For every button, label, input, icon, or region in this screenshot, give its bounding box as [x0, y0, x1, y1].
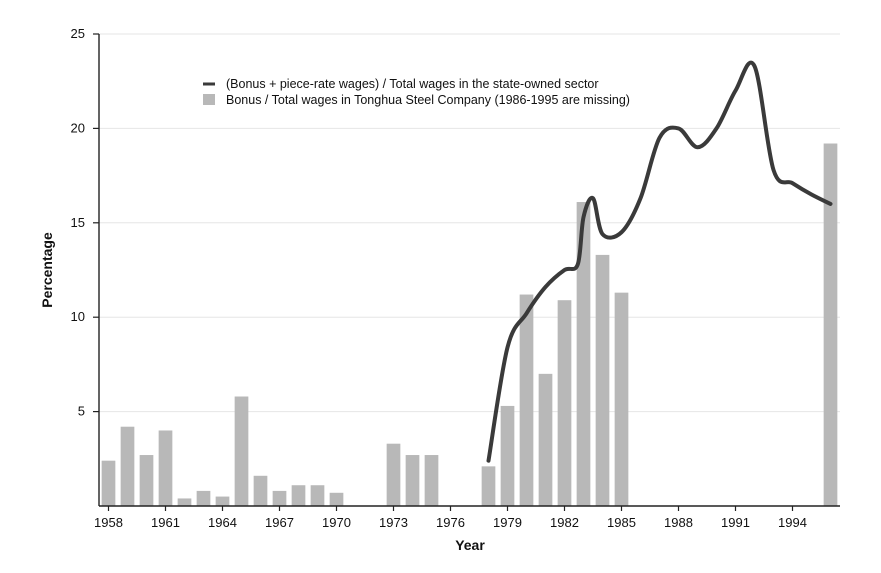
bar	[823, 143, 838, 506]
x-tick-label: 1970	[322, 515, 351, 530]
bar-series	[101, 143, 838, 507]
legend-bar-label: Bonus / Total wages in Tonghua Steel Com…	[226, 93, 630, 107]
x-tick-label: 1967	[265, 515, 294, 530]
bar	[177, 498, 192, 506]
legend: (Bonus + piece-rate wages) / Total wages…	[203, 77, 630, 107]
bar	[538, 373, 553, 506]
bar	[310, 485, 325, 506]
y-tick-label: 15	[71, 215, 85, 230]
bar	[614, 292, 629, 506]
bar	[576, 202, 591, 507]
y-tick-label: 5	[78, 404, 85, 419]
bar	[139, 455, 154, 506]
x-tick-label: 1958	[94, 515, 123, 530]
bar	[481, 466, 496, 506]
x-tick-label: 1964	[208, 515, 237, 530]
y-tick-label: 25	[71, 26, 85, 41]
bar	[196, 490, 211, 506]
x-tick-label: 1991	[721, 515, 750, 530]
bar	[120, 426, 135, 506]
y-tick-label: 10	[71, 309, 85, 324]
bar	[158, 430, 173, 506]
x-axis-title: Year	[455, 537, 485, 553]
bar	[253, 475, 268, 506]
bar	[519, 294, 534, 506]
line-series	[486, 60, 833, 463]
series-line	[486, 60, 833, 463]
y-tick-label: 20	[71, 120, 85, 135]
tick-labels: 5 10 15 20 25 1958 1961 1964 1967 1970 1973 1976 197…	[71, 26, 807, 530]
bar	[101, 460, 116, 506]
x-tick-label: 1994	[778, 515, 807, 530]
x-tick-label: 1961	[151, 515, 180, 530]
bar	[272, 490, 287, 506]
bar	[386, 443, 401, 506]
bar	[405, 455, 420, 506]
axes	[93, 33, 840, 511]
y-axis-title: Percentage	[39, 232, 55, 308]
x-tick-label: 1985	[607, 515, 636, 530]
bar	[291, 485, 306, 506]
x-tick-label: 1982	[550, 515, 579, 530]
bar	[595, 254, 610, 506]
x-tick-label: 1976	[436, 515, 465, 530]
x-tick-label: 1979	[493, 515, 522, 530]
legend-bar-swatch	[203, 94, 215, 105]
bar	[500, 405, 515, 506]
bar	[329, 492, 344, 506]
bar	[557, 300, 572, 506]
x-tick-label: 1973	[379, 515, 408, 530]
bar	[424, 455, 439, 506]
x-tick-label: 1988	[664, 515, 693, 530]
bar	[234, 396, 249, 506]
legend-line-label: (Bonus + piece-rate wages) / Total wages…	[226, 77, 599, 91]
bar	[215, 496, 230, 506]
